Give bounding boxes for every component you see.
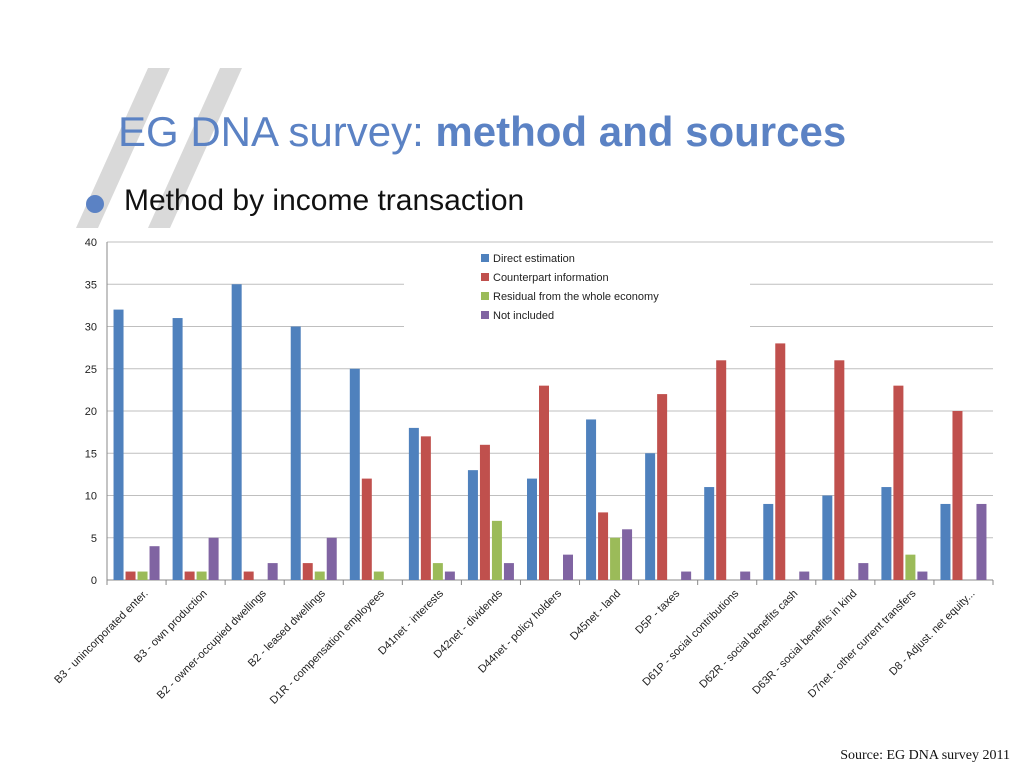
bar [822, 495, 833, 580]
bar [881, 487, 892, 580]
y-tick-label: 10 [85, 491, 97, 503]
bar [491, 520, 502, 580]
bullet-dot-icon [86, 195, 104, 213]
bar [113, 309, 124, 580]
bar [740, 571, 751, 580]
bar [527, 478, 537, 580]
legend-swatch [481, 292, 489, 300]
legend-swatch [481, 311, 489, 319]
y-tick-label: 35 [85, 279, 97, 291]
x-category-label: D7net - other current transfers [806, 587, 919, 700]
bar [799, 571, 810, 580]
legend-label: Counterpart information [493, 272, 609, 284]
bullet-text: Method by income transaction [124, 184, 525, 217]
y-tick-label: 20 [85, 406, 97, 418]
bar [361, 478, 372, 580]
bar [196, 571, 207, 580]
bar [657, 394, 668, 580]
x-category-label: D61P - social contributions [640, 587, 741, 688]
quote-mark-decoration [76, 68, 242, 228]
bar [314, 571, 325, 580]
x-category-label: D1R - compensation employees [268, 587, 388, 707]
bar [905, 554, 916, 580]
bar [243, 571, 254, 580]
title-bold: method and sources [435, 108, 847, 155]
bar [858, 563, 869, 580]
title-plain: EG DNA survey: [118, 108, 436, 155]
bar [917, 571, 928, 580]
bar [184, 571, 195, 580]
legend-swatch [481, 254, 489, 262]
x-category-label: B3 - unincorporated enter. [52, 588, 150, 686]
y-tick-label: 30 [85, 322, 97, 334]
bar [302, 563, 313, 580]
legend-label: Not included [493, 310, 554, 322]
bar [763, 503, 774, 580]
bar [940, 503, 951, 580]
y-tick-label: 40 [85, 237, 97, 249]
bar [149, 546, 160, 580]
bar [479, 444, 490, 580]
bar [586, 419, 597, 580]
bar [976, 503, 987, 580]
bar [125, 571, 136, 580]
x-category-label: D41net - interests [376, 587, 446, 657]
y-tick-label: 15 [85, 448, 97, 460]
source-note: Source: EG DNA survey 2011 [840, 748, 1010, 763]
bar [420, 436, 431, 580]
legend-label: Residual from the whole economy [493, 291, 659, 303]
y-tick-label: 25 [85, 364, 97, 376]
bar [704, 487, 715, 580]
bar [267, 563, 278, 580]
bar [681, 571, 692, 580]
bar [598, 512, 609, 580]
x-category-label: D45net - land [568, 588, 623, 643]
x-category-label: B2 - owner-occupied dwellings [155, 587, 269, 701]
x-category-label: D62R - social benefits cash [697, 588, 800, 691]
bar [716, 360, 727, 580]
bar [373, 571, 384, 580]
bar [503, 563, 514, 580]
bar [231, 284, 242, 580]
legend-swatch [481, 273, 489, 281]
bar [432, 563, 443, 580]
bar [137, 571, 148, 580]
bar [952, 411, 963, 580]
bar [775, 343, 786, 580]
bar [834, 360, 845, 580]
x-category-label: D63R - social benefits in kind [750, 588, 859, 697]
bar [172, 318, 183, 580]
bar [539, 385, 549, 580]
bar [208, 537, 219, 580]
y-tick-label: 0 [91, 575, 97, 587]
bar [467, 470, 478, 580]
bar [326, 537, 337, 580]
bar [290, 326, 301, 580]
income-transaction-chart: 0 5 10 15 20 25 30 35 40 B3 - unincorporated ente… [52, 237, 994, 707]
bar [349, 368, 360, 580]
bar [645, 453, 656, 580]
bar [622, 529, 633, 580]
slide-title: EG DNA survey: method and sources [118, 108, 846, 156]
bar [610, 537, 621, 580]
x-category-label: D5P - taxes [633, 587, 682, 636]
legend-background [404, 244, 750, 336]
bar [444, 571, 455, 580]
legend-label: Direct estimation [493, 253, 575, 265]
bullet-item: Method by income transaction [86, 184, 524, 218]
bar [893, 385, 904, 580]
y-tick-label: 5 [91, 533, 97, 545]
bar [563, 554, 573, 580]
bar [408, 427, 419, 580]
